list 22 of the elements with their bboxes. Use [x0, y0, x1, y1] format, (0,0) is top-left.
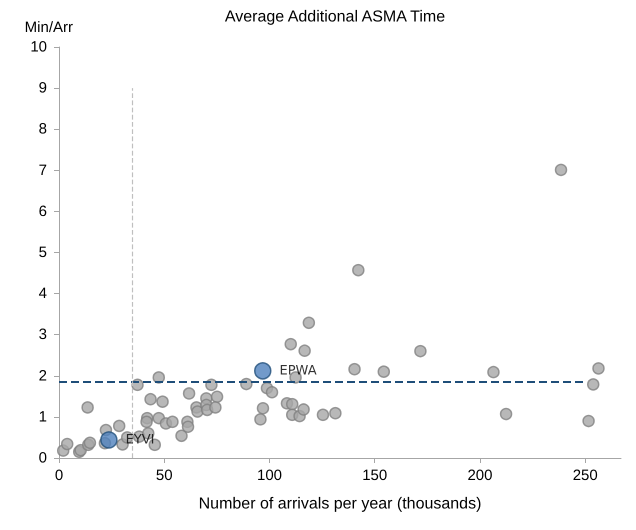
y-tick-label: 1: [38, 408, 47, 426]
x-tick-label: 100: [256, 467, 282, 484]
y-tick-label: 10: [30, 38, 47, 56]
y-tick-label: 3: [38, 326, 47, 344]
y-tick-label: 6: [38, 202, 47, 220]
y-tick-label: 7: [38, 162, 47, 179]
x-tick-label: 150: [362, 467, 388, 484]
y-tick-label: 9: [38, 80, 47, 97]
chart-title: Average Additional ASMA Time: [224, 8, 446, 26]
y-tick-label: 4: [38, 285, 47, 302]
series-label: EPWA: [280, 363, 317, 378]
x-tick-label: 50: [156, 467, 173, 484]
y-tick-label: 0: [38, 450, 47, 466]
y-axis-title: Min/Arr: [24, 19, 73, 36]
y-tick-label: 8: [38, 120, 47, 138]
series-label: EYVI: [126, 432, 155, 448]
x-axis-title: Number of arrivals per year (thousands): [198, 496, 482, 512]
x-tick-label: 0: [54, 467, 64, 484]
y-tick-label: 5: [38, 244, 47, 261]
x-tick-label: 200: [467, 467, 492, 484]
y-tick-label: 2: [38, 367, 47, 384]
x-tick-label: 250: [572, 467, 598, 484]
